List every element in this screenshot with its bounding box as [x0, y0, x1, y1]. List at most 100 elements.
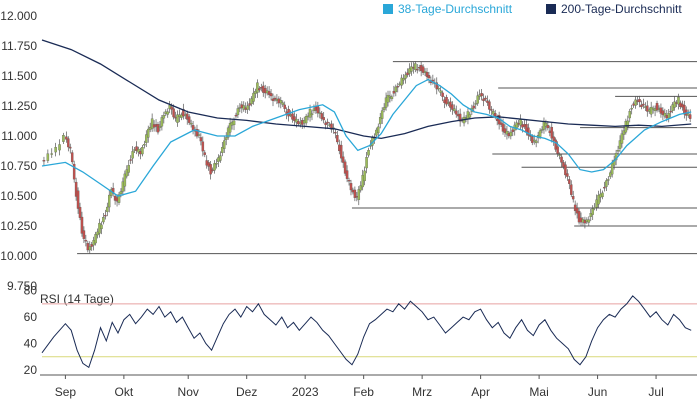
price-y-axis: 12.000 11.750 11.500 11.250 11.000 10.750 10.5…	[0, 9, 37, 293]
candle-body	[170, 106, 173, 110]
candle-body	[570, 184, 573, 195]
legend-ma38-label: 38-Tage-Durchschnitt	[398, 2, 513, 16]
candle-body	[454, 110, 458, 115]
candle-body	[232, 120, 236, 126]
candle-body	[123, 173, 127, 187]
candle-body	[62, 135, 65, 142]
candle-body	[437, 88, 440, 90]
candle-body	[384, 97, 388, 108]
price-tick-label: 11.000	[1, 129, 37, 143]
price-tick-label: 12.000	[0, 9, 37, 23]
candle-body	[69, 146, 72, 149]
candle-body	[492, 110, 495, 115]
candle-body	[634, 99, 637, 106]
candle-body	[571, 196, 575, 200]
candle-body	[102, 217, 105, 223]
candle-body	[224, 137, 228, 140]
price-tick-label: 10.750	[0, 159, 37, 173]
candle-body	[616, 150, 620, 152]
candle-body	[191, 125, 195, 131]
x-tick-label: Mrz	[412, 385, 432, 399]
candle-body	[293, 116, 296, 121]
candle-body	[390, 96, 394, 100]
candle-body	[236, 108, 240, 115]
candle-body	[137, 148, 140, 153]
candle-body	[589, 213, 593, 217]
x-tick-label: Okt	[115, 385, 134, 399]
price-tick-label: 9.750	[7, 279, 37, 293]
candle-body	[486, 100, 489, 103]
rsi-tick-label: 80	[24, 284, 38, 298]
candle-body	[552, 136, 555, 141]
candle-body	[669, 110, 672, 113]
candle-body	[367, 150, 370, 156]
candle-body	[673, 101, 676, 108]
candle-body	[458, 113, 462, 122]
candle-body	[182, 108, 185, 117]
candle-body	[677, 96, 680, 105]
candle-body	[421, 66, 425, 73]
candle-body	[234, 114, 238, 117]
candle-body	[640, 104, 643, 108]
candle-body	[310, 113, 314, 116]
candle-body	[125, 169, 129, 177]
candle-body	[90, 244, 93, 247]
candle-body	[104, 214, 107, 217]
candle-body	[394, 86, 398, 93]
x-tick-label: Nov	[178, 385, 199, 399]
candle-body	[108, 194, 111, 208]
candle-body	[46, 153, 50, 161]
candle-body	[269, 93, 273, 97]
candle-body	[258, 88, 261, 91]
price-tick-label: 10.000	[0, 249, 37, 263]
candle-body	[453, 108, 456, 112]
price-tick-label: 11.750	[1, 39, 37, 53]
candle-body	[322, 117, 325, 121]
candle-body	[480, 93, 483, 97]
candle-body	[597, 194, 600, 205]
candle-body	[283, 104, 286, 109]
candle-body	[544, 122, 548, 127]
x-tick-label: Mai	[529, 385, 548, 399]
candle-body	[550, 126, 554, 139]
candle-body	[661, 110, 665, 115]
candle-body	[141, 147, 144, 155]
candle-body	[560, 156, 563, 163]
candle-body	[279, 100, 283, 104]
candle-body	[663, 112, 667, 117]
candle-body	[209, 164, 212, 175]
candle-body	[386, 94, 390, 103]
candle-body	[146, 128, 150, 138]
candle-body	[76, 190, 80, 209]
candle-body	[435, 82, 439, 90]
candle-body	[127, 165, 130, 173]
candle-body	[406, 72, 409, 76]
candle-body	[121, 181, 125, 192]
candle-body	[620, 133, 624, 144]
legend-ma200-swatch	[546, 4, 556, 14]
candle-body	[622, 130, 626, 135]
candle-body	[591, 208, 594, 215]
candle-body	[308, 108, 312, 118]
candle-body	[119, 191, 123, 194]
candle-body	[404, 74, 407, 79]
candle-body	[42, 160, 46, 162]
candle-body	[74, 181, 78, 197]
candle-body	[451, 104, 454, 110]
price-tick-label: 10.500	[0, 189, 37, 203]
candle-body	[256, 82, 259, 93]
candle-body	[213, 163, 216, 171]
legend-ma38-swatch	[383, 4, 393, 14]
candle-body	[318, 112, 322, 114]
candle-body	[176, 114, 179, 123]
candle-body	[334, 132, 337, 134]
x-tick-label: Jul	[648, 385, 663, 399]
candles	[42, 61, 692, 254]
candle-body	[593, 207, 596, 209]
candle-body	[242, 105, 246, 110]
candle-body	[361, 174, 364, 188]
candle-body	[365, 157, 368, 169]
candle-body	[529, 135, 532, 137]
legend-ma38: 38-Tage-Durchschnitt	[383, 2, 512, 16]
candle-body	[228, 122, 232, 133]
